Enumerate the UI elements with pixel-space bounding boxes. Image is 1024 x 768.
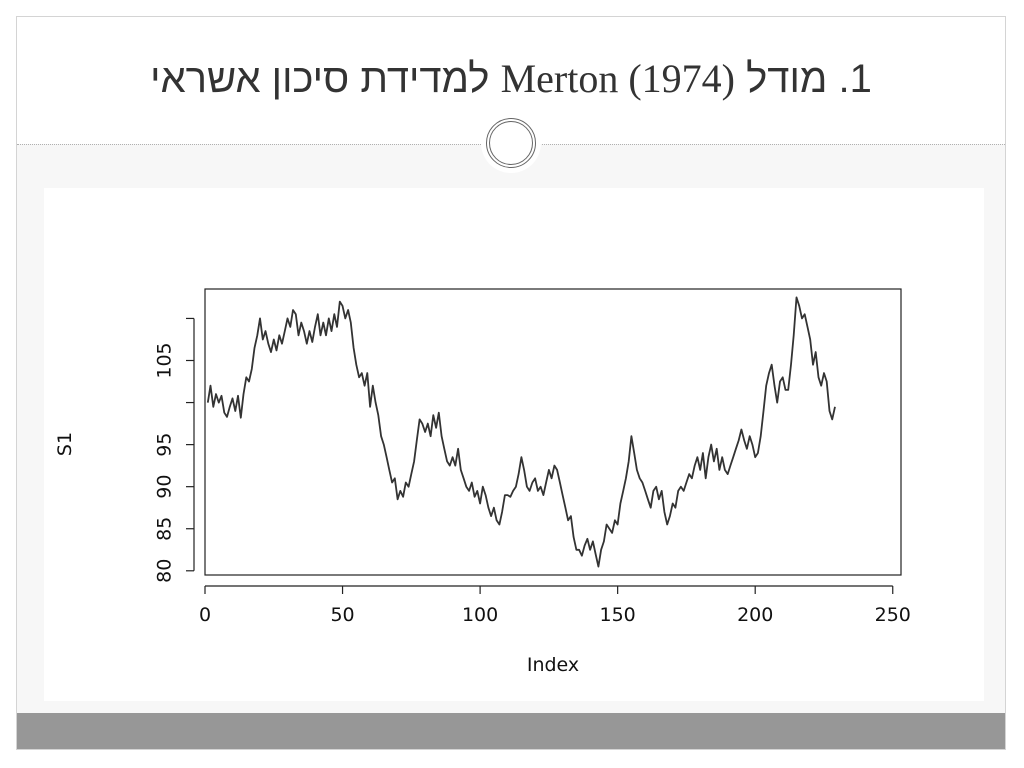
title-area: 1. מודל Merton (1974) למדידת סיכון אשראי: [17, 17, 1005, 144]
plot-frame: 0 50 100 150 200 250 80 85 90 95 105 Index S1: [44, 188, 984, 701]
ornament-outer-ring: [486, 118, 536, 168]
y-axis-label: S1: [54, 432, 76, 456]
slide-title: 1. מודל Merton (1974) למדידת סיכון אשראי: [17, 55, 1005, 102]
series-line: [206, 296, 836, 568]
x-tick-label: 0: [199, 604, 211, 626]
y-tick-label: 85: [154, 517, 176, 541]
x-tick-label: 100: [462, 604, 498, 626]
slide-title-prefix: 1. מודל: [746, 57, 872, 101]
x-tick-label: 150: [600, 604, 636, 626]
x-axis-label: Index: [527, 654, 579, 676]
y-axis: 80 85 90 95 105: [154, 317, 195, 583]
x-tick-label: 50: [330, 604, 354, 626]
x-tick-label: 250: [875, 604, 911, 626]
series-layer: [206, 296, 836, 568]
x-tick-label: 200: [737, 604, 773, 626]
ornament-inner-ring: [489, 121, 533, 165]
x-axis: 0 50 100 150 200 250: [199, 585, 911, 626]
slide-title-citation: Merton (1974): [500, 56, 735, 101]
y-tick-label: 80: [154, 559, 176, 583]
y-tick-label: 105: [154, 342, 176, 378]
y-tick-label: 95: [154, 433, 176, 457]
circle-ornament-icon: [481, 113, 541, 173]
plot-box: [204, 288, 902, 576]
footer-bar: [17, 713, 1005, 749]
slide-title-suffix: למדידת סיכון אשראי: [150, 57, 490, 101]
slide: 1. מודל Merton (1974) למדידת סיכון אשראי…: [16, 16, 1006, 750]
y-tick-label: 90: [154, 475, 176, 499]
line-chart: 0 50 100 150 200 250 80 85 90 95 105 Index S1: [54, 288, 911, 676]
